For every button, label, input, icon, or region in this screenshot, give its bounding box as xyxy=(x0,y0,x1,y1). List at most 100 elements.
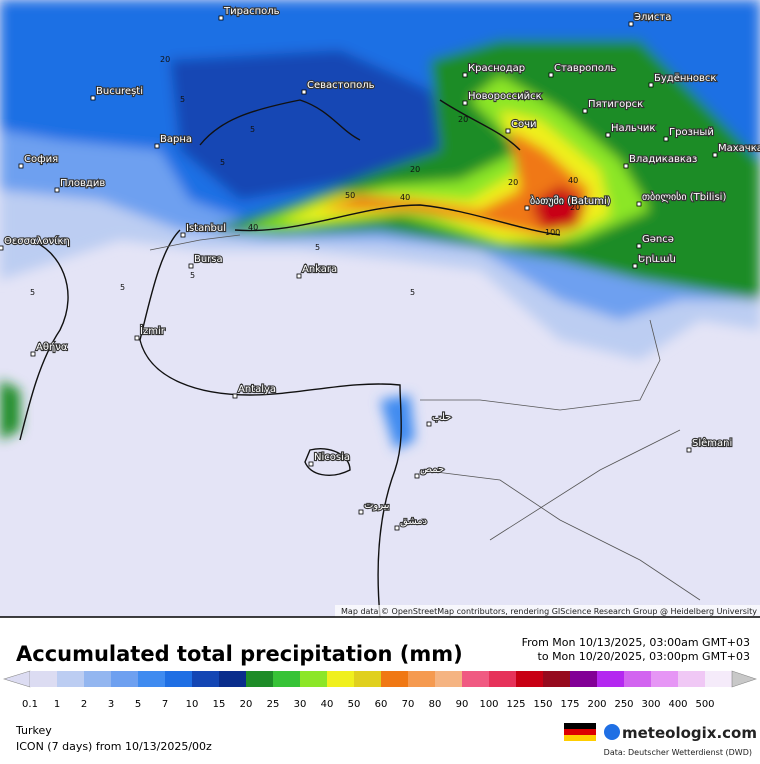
contour-label: 50 xyxy=(345,191,355,200)
city-label: Будённовск xyxy=(654,73,716,84)
city-dot xyxy=(30,351,36,357)
colorbar-swatch xyxy=(678,671,706,687)
city-dot xyxy=(54,187,60,193)
city-dot xyxy=(628,21,634,27)
city-dot xyxy=(188,263,194,269)
city-label: თბილისი (Tbilisi) xyxy=(642,191,726,203)
logo[interactable]: meteologix.com xyxy=(622,724,757,742)
city-dot xyxy=(358,509,364,515)
colorbar-label: 125 xyxy=(506,699,525,710)
colorbar-label: 25 xyxy=(267,699,280,710)
city-dot xyxy=(636,243,642,249)
colorbar-swatch xyxy=(597,671,625,687)
colorbar-label: 500 xyxy=(695,699,714,710)
colorbar-swatch xyxy=(516,671,544,687)
source: Data: Deutscher Wetterdienst (DWD) xyxy=(604,748,752,757)
city-dot xyxy=(648,82,654,88)
borders xyxy=(149,234,701,601)
city-dot xyxy=(712,152,718,158)
city-dot xyxy=(90,95,96,101)
city-label: София xyxy=(24,154,58,165)
city-label: Краснодар xyxy=(468,63,525,74)
city-label: Сочи xyxy=(511,119,537,130)
colorbar-label: 30 xyxy=(294,699,307,710)
city-dot xyxy=(632,263,638,269)
contour-label: 20 xyxy=(160,55,170,64)
city-dot xyxy=(18,163,24,169)
colorbar-swatch xyxy=(435,671,463,687)
city-dot xyxy=(426,421,432,427)
city-label: Nicosia xyxy=(314,452,350,463)
city-label: حلب xyxy=(432,412,451,423)
colorbar-label: 3 xyxy=(108,699,114,710)
contour-label: 40 xyxy=(248,223,258,232)
colorbar-swatch xyxy=(354,671,382,687)
city-label: Нальчик xyxy=(611,123,655,134)
colorbar-label: 1 xyxy=(54,699,60,710)
contour-label: 100 xyxy=(545,228,560,237)
map xyxy=(0,0,760,618)
colorbar-label: 0.1 xyxy=(22,699,38,710)
city-label: Slêmani xyxy=(692,437,732,449)
city-dot xyxy=(462,100,468,106)
colorbar-label: 5 xyxy=(135,699,141,710)
city-label: Пловдив xyxy=(60,178,105,189)
colorbar-swatch xyxy=(651,671,679,687)
city-label: Երևան xyxy=(638,254,676,265)
city-label: Грозный xyxy=(669,127,714,138)
city-dot xyxy=(308,461,314,467)
colorbar-swatch xyxy=(30,671,58,687)
colorbar-label: 400 xyxy=(668,699,687,710)
colorbar-label: 10 xyxy=(186,699,199,710)
attribution-bg xyxy=(335,605,760,617)
city-label: Махачкала xyxy=(718,143,760,154)
contour-label: 40 xyxy=(400,193,410,202)
city-dot xyxy=(636,201,642,207)
city-label: Новороссийск xyxy=(468,91,542,102)
colorbar-label: 250 xyxy=(614,699,633,710)
city-dot xyxy=(548,72,554,78)
contour-label: 5 xyxy=(315,243,320,252)
city-label: Gəncə xyxy=(642,234,674,245)
colorbar-swatch xyxy=(300,671,328,687)
colorbar-label: 300 xyxy=(641,699,660,710)
city-labels: Тирасполь București Севастополь Краснодар Ст… xyxy=(0,5,760,531)
colorbar-end xyxy=(731,670,757,688)
city-dot xyxy=(154,143,160,149)
city-dot xyxy=(394,525,400,531)
city-label: Элиста xyxy=(634,12,671,23)
colorbar-swatch xyxy=(192,671,220,687)
colorbar-label: 80 xyxy=(429,699,442,710)
time-to: to Mon 10/20/2025, 03:00pm GMT+03 xyxy=(538,650,750,663)
city-label: Istanbul xyxy=(186,223,226,234)
colorbar-label: 175 xyxy=(560,699,579,710)
city-dot xyxy=(582,108,588,114)
city-dot xyxy=(0,245,4,251)
city-label: ბათუმი (Batumi) xyxy=(530,195,611,207)
colorbar-label: 20 xyxy=(240,699,253,710)
region: Turkey xyxy=(15,724,52,737)
city-label: حمص xyxy=(420,464,444,475)
colorbar-swatch xyxy=(408,671,436,687)
colorbar-swatch xyxy=(138,671,166,687)
colorbar-swatch xyxy=(57,671,85,687)
contour-labels: 20 5 5 5 20 20 40 20 40 40 20 50 5 5 5 100 5 5 xyxy=(30,55,580,297)
colorbar-swatch xyxy=(165,671,193,687)
contour-label: 5 xyxy=(190,271,195,280)
legend-title: Accumulated total precipitation (mm) xyxy=(16,642,463,666)
city-dot xyxy=(232,393,238,399)
contour-label: 20 xyxy=(458,115,468,124)
colorbar-label: 60 xyxy=(375,699,388,710)
city-dot xyxy=(462,72,468,78)
colorbar-label: 200 xyxy=(587,699,606,710)
city-label: Ставрополь xyxy=(554,63,616,74)
city-dot xyxy=(623,163,629,169)
contour-label: 20 xyxy=(410,165,420,174)
colorbar-label: 2 xyxy=(81,699,87,710)
colorbar-swatch xyxy=(273,671,301,687)
city-dot xyxy=(605,132,611,138)
colorbar-label: 40 xyxy=(321,699,334,710)
city-dot xyxy=(524,205,530,211)
city-label: Варна xyxy=(160,134,192,145)
